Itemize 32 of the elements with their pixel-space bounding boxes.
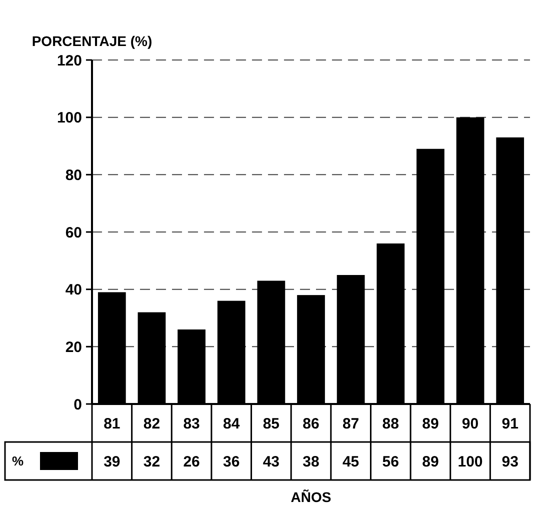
x-tick-label: 89 <box>422 415 439 432</box>
data-label: 32 <box>143 453 160 470</box>
x-tick-label: 82 <box>143 415 160 432</box>
y-tick-label: 20 <box>65 338 82 356</box>
y-tick-label: 40 <box>65 282 82 299</box>
x-axis-title: AÑOS <box>290 488 332 505</box>
y-tick-label: 80 <box>65 166 82 184</box>
x-tick-label: 87 <box>342 415 360 432</box>
data-label: 93 <box>502 453 518 470</box>
x-tick-label: 90 <box>462 415 479 432</box>
data-label: 38 <box>302 453 320 470</box>
data-label: 43 <box>262 453 280 470</box>
y-tick-label: 120 <box>56 52 82 70</box>
y-tick-label: 100 <box>56 110 82 127</box>
x-tick-label: 83 <box>183 415 200 432</box>
x-tick-label: 86 <box>302 415 320 432</box>
data-label: 45 <box>342 453 360 470</box>
data-label: 56 <box>382 453 399 470</box>
y-axis-title: PORCENTAJE (%) <box>32 33 152 49</box>
x-tick-label: 88 <box>382 415 399 432</box>
data-label: 36 <box>223 453 240 470</box>
data-label: 26 <box>183 453 200 470</box>
x-tick-label: 91 <box>502 415 518 432</box>
x-tick-label: 85 <box>262 415 280 432</box>
data-label: 89 <box>422 453 439 470</box>
legend-label: % <box>12 454 24 469</box>
data-label: 39 <box>104 453 120 470</box>
x-tick-label: 84 <box>223 415 240 432</box>
y-tick-label: 60 <box>65 224 82 242</box>
data-label: 100 <box>458 453 483 470</box>
y-tick-label: 0 <box>74 396 82 414</box>
x-tick-label: 81 <box>104 415 120 432</box>
